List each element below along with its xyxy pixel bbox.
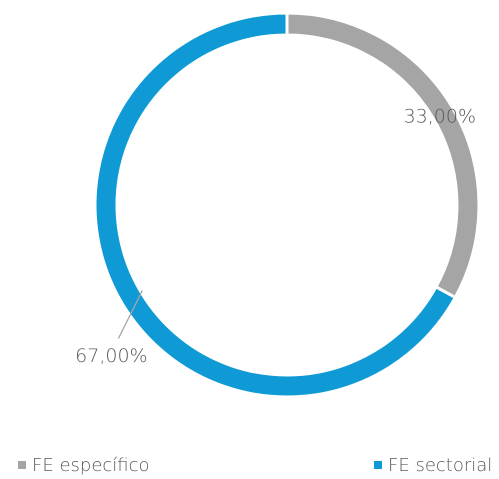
data-label: 67,00% <box>75 345 147 367</box>
donut-slice <box>93 11 458 399</box>
legend-swatch <box>18 461 26 469</box>
leader-line <box>117 290 143 339</box>
legend-label: FE sectorial <box>388 455 492 476</box>
donut-slice <box>285 11 481 300</box>
data-label: 33,00% <box>404 105 476 127</box>
legend-swatch <box>374 461 382 469</box>
legend-label: FE específico <box>32 455 150 476</box>
